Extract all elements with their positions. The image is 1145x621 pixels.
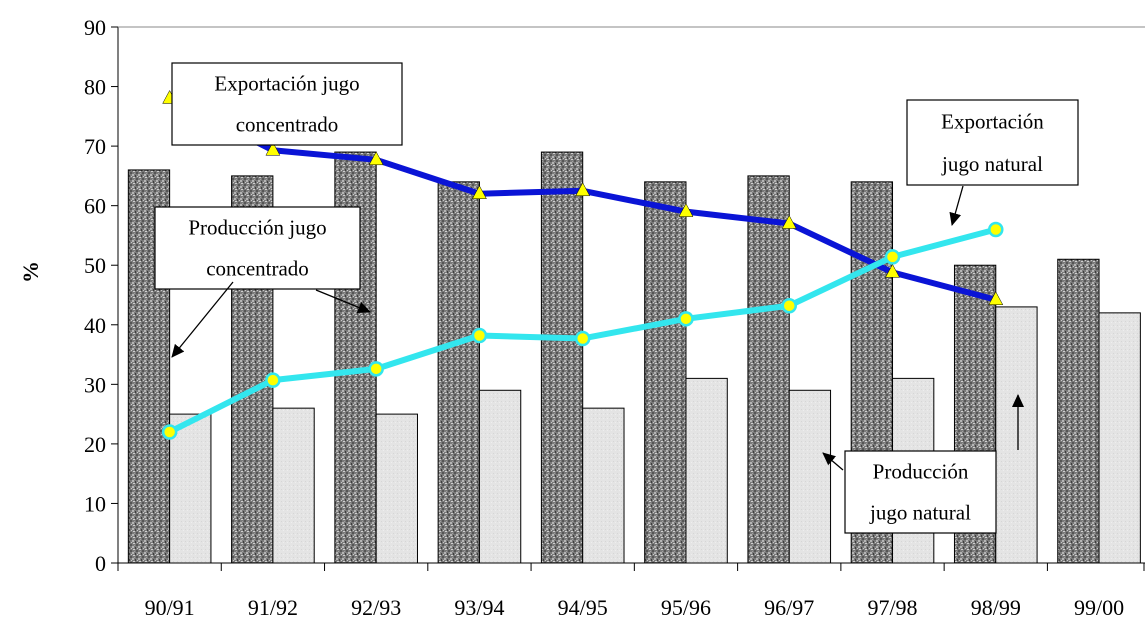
x-tick-label: 94/95 [558,595,608,620]
bar [169,413,212,564]
y-tick-label: 90 [84,15,106,40]
circle-marker [678,311,694,327]
circle-marker [781,297,797,314]
callout-produccion-concentrado-box [154,206,361,290]
bar [582,407,625,564]
callout-exportacion-natural: Exportación jugo natural [906,99,1079,186]
triangle-marker [575,182,591,197]
arrow-produccion-concentrado-1 [171,281,234,358]
y-tick-label: 10 [84,491,106,516]
callout-produccion-natural-text: jugo natural [869,501,971,525]
triangle-marker [472,185,487,200]
y-tick-label: 30 [84,372,106,397]
callout-produccion-natural-text: Producción [873,460,969,484]
y-tick-label: 80 [84,75,106,100]
circle-marker [368,361,384,377]
circle-marker [988,221,1004,238]
arrow-exportacion-natural [949,185,964,226]
callout-produccion-concentrado-text: Producción jugo [188,216,326,240]
x-tick-label: 97/98 [867,595,917,620]
arrow-produccion-natural-2 [822,452,844,471]
callout-exportacion-concentrado-box [171,62,403,146]
circle-marker [884,249,901,265]
callout-produccion-concentrado: Producción jugo concentrado [154,206,361,290]
callout-exportacion-natural-text: Exportación [941,109,1044,133]
line-group [161,89,1004,440]
circle-marker [265,372,281,388]
x-tick-label: 90/91 [145,595,195,620]
x-tick-label: 99/00 [1074,595,1124,620]
triangle-marker [885,263,900,278]
y-tick-label: 40 [84,313,106,338]
bar [272,407,315,564]
callout-group: Exportación jugo concentrado Exportación ju… [154,62,1079,534]
y-tick-label: 60 [84,194,106,219]
arrow-produccion-concentrado-2 [315,289,371,314]
y-tick-label: 50 [84,253,106,278]
bar [540,151,584,564]
callout-produccion-natural-box [844,450,997,534]
callout-exportacion-concentrado-text: concentrado [236,113,339,137]
callout-exportacion-concentrado-text: Exportación jugo [214,72,359,96]
bar [995,306,1038,564]
triangle-marker [781,215,797,229]
triangle-marker [988,291,1004,306]
bar [644,181,687,564]
circle-marker [574,330,591,347]
x-tick-label: 98/99 [971,595,1021,620]
bar [685,377,728,564]
callout-exportacion-natural-box [906,99,1079,186]
y-tick-label: 0 [95,551,106,576]
bar [375,413,418,564]
callout-exportacion-natural-text: jugo natural [941,152,1043,176]
bar [437,181,480,564]
x-tick-label: 95/96 [661,595,711,620]
y-tick-label: 20 [84,432,106,457]
bar [478,389,522,564]
x-tick-label: 96/97 [764,595,814,620]
y-axis-label: % [18,261,43,283]
callout-produccion-concentrado-text: concentrado [206,257,309,281]
axes: 0 10 20 30 40 50 60 70 80 90 90/91 91/92 92/93 93/94 9… [84,15,1145,620]
triangle-marker [368,151,384,166]
callout-exportacion-concentrado: Exportación jugo concentrado [171,62,403,146]
x-tick-label: 91/92 [248,595,298,620]
circle-marker [161,424,178,440]
bar [1098,312,1141,564]
bar [788,389,832,564]
y-tick-label: 70 [84,134,106,159]
bar [747,175,790,564]
x-tick-label: 92/93 [351,595,401,620]
bar [1057,258,1100,564]
x-tick-label: 93/94 [454,595,504,620]
circle-marker [471,327,488,344]
callout-produccion-natural: Producción jugo natural [844,450,997,534]
triangle-marker [265,141,281,156]
triangle-marker [678,203,694,217]
